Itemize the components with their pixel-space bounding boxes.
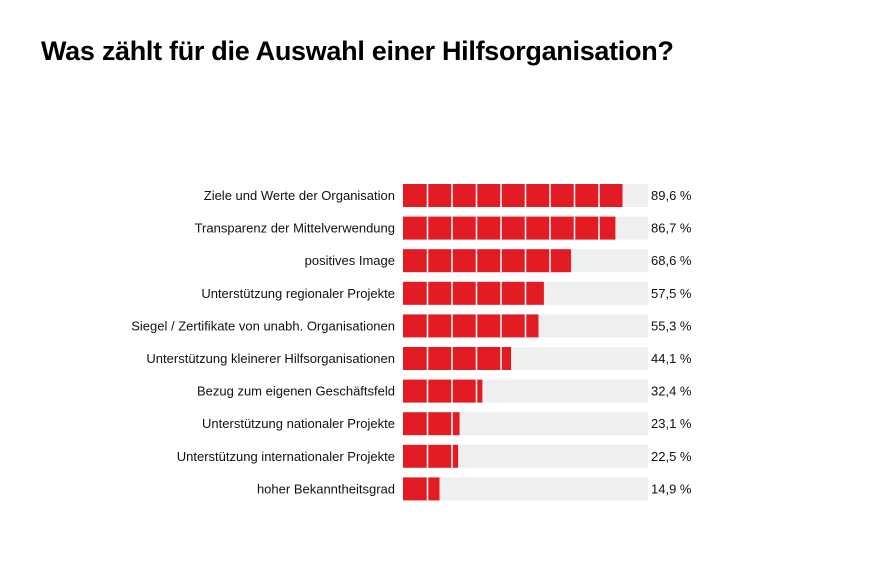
category-label: Bezug zum eigenen Geschäftsfeld bbox=[197, 384, 395, 399]
bar bbox=[403, 477, 440, 501]
bar-segment-divider bbox=[426, 314, 429, 338]
bar-segment-divider bbox=[500, 216, 502, 240]
bar-segment-divider bbox=[475, 249, 478, 273]
category-label: Unterstützung internationaler Projekte bbox=[177, 449, 395, 464]
value-label: 89,6 % bbox=[651, 188, 692, 203]
bar-segment-divider bbox=[451, 444, 453, 468]
bar-segment-divider bbox=[475, 347, 478, 370]
bar-segment-divider bbox=[475, 379, 478, 403]
segment-dividers bbox=[426, 184, 600, 501]
bars bbox=[403, 184, 623, 501]
bar-segment-divider bbox=[524, 281, 527, 305]
bar bbox=[403, 216, 616, 240]
value-label: 14,9 % bbox=[651, 481, 692, 496]
value-label: 32,4 % bbox=[651, 384, 692, 399]
bar-segment-divider bbox=[451, 249, 453, 273]
bar-segment-divider bbox=[524, 184, 527, 207]
category-label: Siegel / Zertifikate von unabh. Organisa… bbox=[131, 318, 395, 333]
category-label: Unterstützung regionaler Projekte bbox=[201, 286, 395, 301]
bar-segment-divider bbox=[451, 281, 453, 305]
bar-segment-divider bbox=[475, 184, 478, 207]
bar-segment-divider bbox=[451, 216, 453, 240]
bar bbox=[403, 444, 459, 468]
value-label: 86,7 % bbox=[651, 221, 692, 236]
bar-segment-divider bbox=[524, 314, 527, 338]
value-label: 22,5 % bbox=[651, 449, 692, 464]
bar-segment-divider bbox=[500, 347, 502, 370]
bar-track bbox=[403, 444, 648, 468]
bar bbox=[403, 184, 623, 207]
bar-segment-divider bbox=[475, 314, 478, 338]
category-label: hoher Bekanntheitsgrad bbox=[257, 481, 395, 496]
bar-segment-divider bbox=[573, 184, 576, 207]
value-label: 55,3 % bbox=[651, 318, 692, 333]
bar-segment-divider bbox=[598, 184, 600, 207]
bar-segment-divider bbox=[500, 249, 502, 273]
bar-segment-divider bbox=[451, 184, 453, 207]
bar-segment-divider bbox=[426, 412, 429, 436]
bar-segment-divider bbox=[500, 314, 502, 338]
category-label: Unterstützung nationaler Projekte bbox=[202, 416, 395, 431]
bar-segment-divider bbox=[500, 281, 502, 305]
value-label: 44,1 % bbox=[651, 351, 692, 366]
category-label: Unterstützung kleinerer Hilfsorganisatio… bbox=[146, 351, 395, 366]
bar bbox=[403, 281, 544, 305]
bar-track bbox=[403, 412, 648, 436]
category-label: Transparenz der Mittelverwendung bbox=[195, 221, 395, 236]
category-label: positives Image bbox=[305, 253, 395, 268]
bar-segment-divider bbox=[573, 216, 576, 240]
category-label: Ziele und Werte der Organisation bbox=[204, 188, 395, 203]
bar-segment-divider bbox=[500, 184, 502, 207]
bar-segment-divider bbox=[451, 347, 453, 370]
bar-segment-divider bbox=[598, 216, 600, 240]
bar-segment-divider bbox=[426, 249, 429, 273]
bar-segment-divider bbox=[475, 216, 478, 240]
bar-segment-divider bbox=[524, 216, 527, 240]
value-label: 68,6 % bbox=[651, 253, 692, 268]
bar-segment-divider bbox=[524, 249, 527, 273]
category-labels: Ziele und Werte der Organisation Transpar… bbox=[131, 188, 395, 496]
bar-segment-divider bbox=[549, 249, 551, 273]
bar bbox=[403, 412, 460, 436]
bar-segment-divider bbox=[451, 314, 453, 338]
bar-segment-divider bbox=[426, 347, 429, 370]
bar-segment-divider bbox=[426, 184, 429, 207]
chart-title: Was zählt für die Auswahl einer Hilfsorg… bbox=[41, 36, 674, 66]
bar-segment-divider bbox=[451, 379, 453, 403]
bar-segment-divider bbox=[426, 477, 429, 501]
bar bbox=[403, 379, 483, 403]
bar-segment-divider bbox=[549, 184, 551, 207]
value-label: 57,5 % bbox=[651, 286, 692, 301]
bar-segment-divider bbox=[451, 412, 453, 436]
bar-segment-divider bbox=[426, 216, 429, 240]
bar bbox=[403, 347, 512, 370]
bar-segment-divider bbox=[549, 216, 551, 240]
bar-segment-divider bbox=[475, 281, 478, 305]
bar bbox=[403, 314, 539, 338]
value-labels: 89,6 % 86,7 % 68,6 % 57,5 % 55,3 % 44,1 % 32,4… bbox=[651, 188, 692, 496]
bar bbox=[403, 249, 572, 273]
bar-segment-divider bbox=[426, 444, 429, 468]
value-label: 23,1 % bbox=[651, 416, 692, 431]
bar-segment-divider bbox=[426, 281, 429, 305]
bar-segment-divider bbox=[426, 379, 429, 403]
bar-track bbox=[403, 477, 648, 501]
